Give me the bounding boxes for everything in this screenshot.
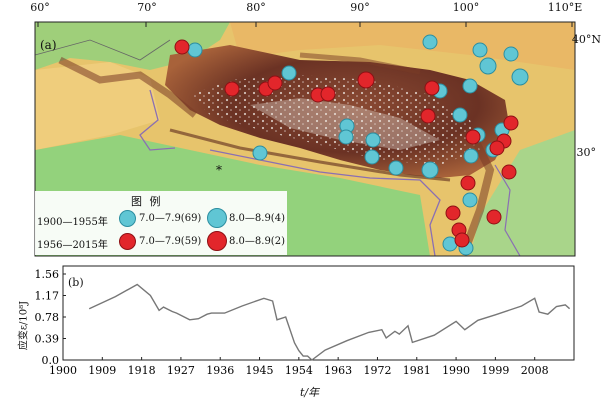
legend-symbol-small-red (119, 233, 136, 250)
lon-ticks (37, 22, 573, 27)
legend-class: 8.0—8.9(4) (229, 213, 285, 224)
legend-symbol-small-blue (119, 210, 136, 227)
ridge-east (461, 128, 495, 252)
highland-north (230, 22, 575, 70)
ridge-west (58, 56, 198, 118)
quake-marker (422, 34, 438, 50)
panel-label-b: (b) (68, 276, 84, 289)
x-axis-label: t/年 (300, 386, 320, 399)
quake-marker (388, 160, 404, 176)
lowland-east (470, 130, 575, 256)
border-line-east (494, 164, 521, 257)
lon-label: 60° (30, 1, 50, 14)
plateau-snow (190, 75, 480, 165)
lon-label: 90° (350, 1, 370, 14)
quake-marker (224, 81, 240, 97)
legend-period: 1900—1955年 (37, 217, 108, 228)
lat-label: 40°N (571, 33, 601, 46)
y-axis-label: 应变ε/10⁸J (18, 300, 30, 351)
quake-marker (421, 161, 439, 179)
quake-marker (338, 129, 354, 145)
quake-marker (365, 132, 381, 148)
lon-label: 100° (452, 1, 480, 14)
legend-class: 7.0—7.9(69) (139, 213, 202, 224)
quake-marker (420, 108, 436, 124)
desert-west (35, 62, 160, 150)
quake-marker (511, 68, 529, 86)
quake-marker (252, 145, 268, 161)
quake-marker (424, 80, 440, 96)
legend-class: 8.0—8.9(2) (229, 236, 285, 247)
quake-marker (463, 148, 479, 164)
legend-title: 图 例 (131, 195, 163, 208)
quake-marker (452, 107, 468, 123)
quake-marker (462, 78, 478, 94)
quake-marker (445, 205, 461, 221)
quake-marker (472, 42, 488, 58)
quake-marker (501, 164, 517, 180)
ridge-north (299, 52, 421, 75)
lat-label: 30° (576, 146, 597, 159)
map-frame (34, 21, 576, 257)
quake-marker (364, 149, 380, 165)
quake-marker (462, 192, 478, 208)
panel-label-a: (a) (40, 38, 57, 52)
late-quake-markers (174, 39, 519, 248)
quake-marker (486, 209, 502, 225)
legend-symbol-large-blue (207, 208, 227, 228)
map-legend: 图 例 1900—1955年 7.0—7.9(69) 8.0—8.9(4) 19… (35, 191, 287, 255)
lon-label: 110°E (547, 1, 583, 14)
quake-marker (503, 115, 519, 131)
quake-marker (479, 57, 497, 75)
border-line-north (34, 39, 171, 61)
ridge-south (169, 128, 451, 182)
quake-marker (465, 129, 481, 145)
border-line-south (209, 149, 441, 257)
legend-class: 7.0—7.9(59) (139, 236, 202, 247)
map-marker-star: * (216, 163, 222, 177)
quake-marker (267, 75, 283, 91)
quake-marker (454, 232, 470, 248)
lon-label: 80° (246, 1, 266, 14)
quake-marker (503, 46, 519, 62)
legend-symbol-large-red (207, 231, 227, 251)
lon-label: 70° (137, 1, 157, 14)
quake-marker (489, 140, 505, 156)
quake-marker (281, 65, 297, 81)
border-line-west (139, 89, 176, 151)
quake-marker (320, 86, 336, 102)
quake-marker (460, 175, 476, 191)
quake-marker (174, 39, 190, 55)
quake-marker (357, 71, 375, 89)
legend-period: 1956—2015年 (37, 240, 108, 251)
quake-marker (187, 42, 203, 58)
